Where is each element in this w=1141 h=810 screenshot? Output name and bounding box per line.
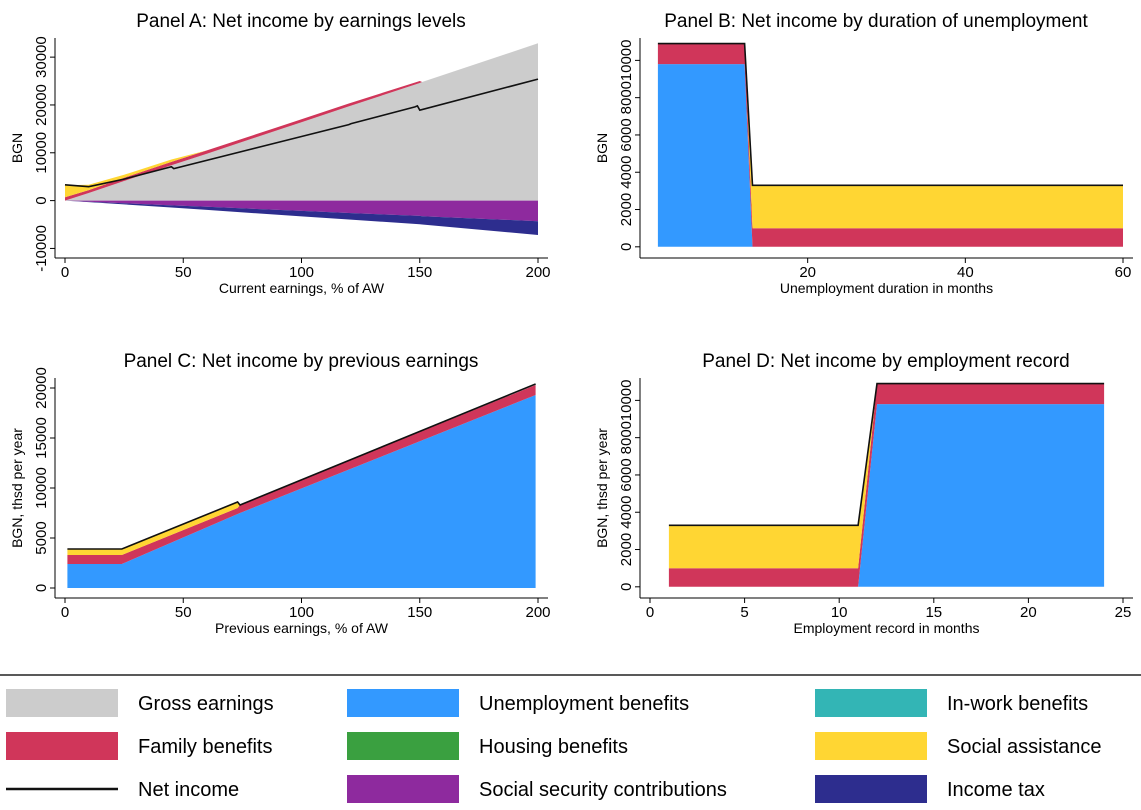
x-axis-label: Employment record in months (794, 620, 980, 636)
x-tick-label: 50 (175, 264, 192, 281)
legend-label: Family benefits (138, 736, 273, 758)
y-tick-label: 15000 (33, 417, 50, 459)
x-tick-label: 150 (407, 604, 432, 621)
legend-swatch (347, 732, 459, 760)
legend-swatch (6, 732, 118, 760)
area-socassist (657, 43, 1123, 229)
x-tick-label: 200 (525, 604, 550, 621)
y-tick-label: 0 (33, 584, 50, 592)
legend-item-tax: Income tax (815, 775, 1045, 803)
x-tick-label: 100 (289, 264, 314, 281)
legend-item-gross: Gross earnings (6, 689, 274, 717)
legend-swatch (6, 689, 118, 717)
legend-label: In-work benefits (947, 693, 1088, 715)
net-income-line (668, 382, 1105, 527)
y-axis-label: BGN, thsd per year (9, 428, 25, 548)
legend-item-housing: Housing benefits (347, 732, 628, 760)
x-tick-label: 5 (740, 604, 748, 621)
y-tick-label: 2000 (618, 533, 635, 566)
legend-item-unemp: Unemployment benefits (347, 689, 689, 717)
legend-label: Social assistance (947, 736, 1102, 758)
x-tick-label: 150 (407, 264, 432, 281)
legend-swatch (815, 775, 927, 803)
legend-item-net: Net income (6, 779, 239, 801)
legend-label: Income tax (947, 779, 1045, 801)
legend-label: Gross earnings (138, 693, 274, 715)
y-tick-label: 6000 (618, 458, 635, 491)
y-tick-label: 20000 (33, 367, 50, 409)
area-unemp (67, 395, 536, 588)
y-tick-label: 10000 (618, 40, 635, 82)
y-tick-label: 10000 (618, 380, 635, 422)
net-income-line (64, 78, 539, 188)
x-tick-label: 200 (525, 264, 550, 281)
x-tick-label: 15 (925, 604, 942, 621)
y-tick-label: -10000 (33, 225, 50, 272)
legend-swatch (347, 775, 459, 803)
panel-title: Panel D: Net income by employment record (702, 351, 1070, 372)
y-tick-label: 8000 (618, 81, 635, 114)
y-tick-label: 4000 (618, 496, 635, 529)
panel-title: Panel B: Net income by duration of unemp… (664, 11, 1088, 32)
panel-d: Panel D: Net income by employment record… (594, 351, 1133, 636)
area-family (668, 383, 1105, 587)
panel-b: Panel B: Net income by duration of unemp… (594, 11, 1133, 296)
x-tick-label: 10 (831, 604, 848, 621)
legend-label: Housing benefits (479, 736, 628, 758)
x-tick-label: 25 (1115, 604, 1132, 621)
panel-c: Panel C: Net income by previous earnings… (9, 351, 551, 636)
panel-a: Panel A: Net income by earnings levels 0 5… (9, 11, 551, 296)
x-tick-label: 0 (61, 264, 69, 281)
y-tick-label: 30000 (33, 36, 50, 78)
x-axis-label: Unemployment duration in months (780, 280, 993, 296)
net-income-line (67, 383, 536, 550)
legend-item-family: Family benefits (6, 732, 273, 760)
legend: Gross earnings Unemployment benefits In-wo… (6, 689, 1102, 803)
x-tick-label: 0 (646, 604, 654, 621)
legend-swatch (815, 689, 927, 717)
net-income-line (657, 42, 1123, 187)
x-tick-label: 20 (1020, 604, 1037, 621)
x-axis-label: Previous earnings, % of AW (215, 620, 389, 636)
x-tick-label: 40 (957, 264, 974, 281)
legend-label: Net income (138, 779, 239, 801)
area-unemp (657, 64, 1123, 247)
y-tick-label: 10000 (33, 132, 50, 174)
legend-swatch (815, 732, 927, 760)
area-socassist (668, 383, 1105, 569)
x-tick-label: 60 (1115, 264, 1132, 281)
x-tick-label: 20 (799, 264, 816, 281)
area-family (657, 43, 1123, 247)
legend-item-socassist: Social assistance (815, 732, 1102, 760)
legend-swatch (347, 689, 459, 717)
legend-item-ssc: Social security contributions (347, 775, 727, 803)
y-axis-label: BGN (594, 133, 610, 163)
legend-label: Unemployment benefits (479, 693, 689, 715)
y-tick-label: 0 (33, 196, 50, 204)
legend-item-inwork: In-work benefits (815, 689, 1088, 717)
y-tick-label: 5000 (33, 521, 50, 554)
legend-label: Social security contributions (479, 779, 727, 801)
y-tick-label: 4000 (618, 156, 635, 189)
y-tick-label: 0 (618, 583, 635, 591)
y-tick-label: 8000 (618, 421, 635, 454)
x-tick-label: 100 (289, 604, 314, 621)
y-tick-label: 6000 (618, 118, 635, 151)
y-axis-label: BGN (9, 133, 25, 163)
x-tick-label: 0 (61, 604, 69, 621)
area-gross (65, 43, 538, 201)
x-axis-label: Current earnings, % of AW (219, 280, 385, 296)
y-tick-label: 10000 (33, 467, 50, 509)
area-tax (65, 200, 538, 235)
y-tick-label: 20000 (33, 84, 50, 126)
y-axis-label: BGN, thsd per year (594, 428, 610, 548)
area-unemp (668, 404, 1105, 587)
panel-title: Panel A: Net income by earnings levels (136, 11, 466, 32)
y-tick-label: 0 (618, 243, 635, 251)
panel-title: Panel C: Net income by previous earnings (124, 351, 479, 372)
y-tick-label: 2000 (618, 193, 635, 226)
area-family (65, 43, 538, 201)
x-tick-label: 50 (175, 604, 192, 621)
